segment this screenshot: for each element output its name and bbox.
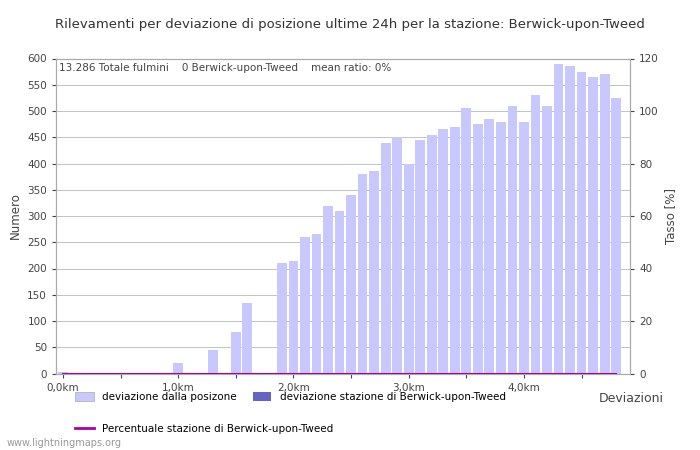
Text: www.lightningmaps.org: www.lightningmaps.org — [7, 438, 122, 448]
Bar — [323, 206, 333, 374]
Text: Deviazioni: Deviazioni — [598, 392, 664, 405]
Bar — [415, 140, 425, 373]
Bar — [288, 261, 298, 373]
Legend: deviazione dalla posizone, deviazione stazione di Berwick-upon-Tweed: deviazione dalla posizone, deviazione st… — [75, 392, 505, 402]
Bar — [335, 211, 344, 374]
Bar — [554, 64, 564, 373]
Bar — [484, 119, 494, 374]
Bar — [300, 237, 310, 374]
Bar — [381, 143, 391, 374]
Bar — [208, 350, 218, 374]
Bar — [542, 106, 552, 374]
Text: 13.286 Totale fulmini    0 Berwick-upon-Tweed    mean ratio: 0%: 13.286 Totale fulmini 0 Berwick-upon-Twe… — [59, 63, 391, 73]
Y-axis label: Tasso [%]: Tasso [%] — [664, 188, 678, 244]
Legend: Percentuale stazione di Berwick-upon-Tweed: Percentuale stazione di Berwick-upon-Twe… — [75, 423, 333, 433]
Bar — [404, 163, 414, 374]
Bar — [565, 66, 575, 373]
Bar — [611, 98, 621, 374]
Bar — [450, 127, 460, 374]
Bar — [427, 135, 437, 373]
Bar — [461, 108, 471, 374]
Bar — [508, 106, 517, 374]
Bar — [600, 74, 610, 373]
Y-axis label: Numero: Numero — [8, 193, 22, 239]
Bar — [438, 130, 448, 374]
Bar — [531, 95, 540, 374]
Bar — [174, 363, 183, 374]
Bar — [496, 122, 506, 374]
Bar — [473, 124, 483, 374]
Bar — [312, 234, 321, 374]
Bar — [231, 332, 241, 373]
Bar — [392, 137, 402, 374]
Bar — [277, 263, 287, 374]
Bar — [577, 72, 587, 374]
Bar — [588, 77, 598, 373]
Bar — [369, 171, 379, 374]
Text: Rilevamenti per deviazione di posizione ultime 24h per la stazione: Berwick-upon: Rilevamenti per deviazione di posizione … — [55, 18, 645, 31]
Bar — [519, 122, 529, 374]
Bar — [358, 174, 368, 374]
Bar — [242, 302, 252, 374]
Bar — [346, 195, 356, 374]
